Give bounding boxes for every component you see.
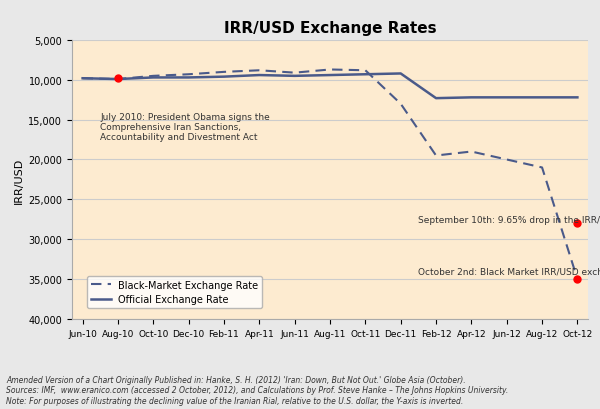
Legend: Black-Market Exchange Rate, Official Exchange Rate: Black-Market Exchange Rate, Official Exc… (87, 276, 262, 309)
Text: Amended Version of a Chart Originally Published in: Hanke, S. H. (2012) 'Iran: D: Amended Version of a Chart Originally Pu… (6, 375, 508, 405)
Text: October 2nd: Black Market IRR/USD exchange rate hits 35,000: October 2nd: Black Market IRR/USD exchan… (418, 267, 600, 276)
Y-axis label: IRR/USD: IRR/USD (14, 157, 24, 203)
Title: IRR/USD Exchange Rates: IRR/USD Exchange Rates (224, 20, 436, 36)
Text: July 2010: President Obama signs the
Comprehensive Iran Sanctions,
Accountabilit: July 2010: President Obama signs the Com… (100, 112, 270, 142)
Text: September 10th: 9.65% drop in the IRR/USD exchange rate: September 10th: 9.65% drop in the IRR/US… (418, 216, 600, 225)
